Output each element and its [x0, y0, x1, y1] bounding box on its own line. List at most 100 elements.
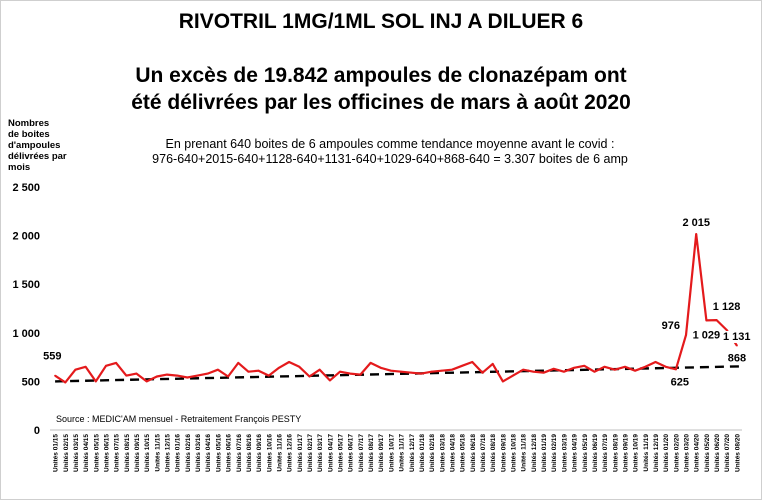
x-tick-label: Unités 09/17 [378, 434, 385, 472]
x-tick-label: Unités 11/18 [521, 434, 528, 472]
x-tick-label: Unités 08/18 [490, 434, 497, 472]
x-tick-label: Unités 10/18 [511, 434, 518, 472]
data-point [542, 371, 545, 374]
y-tick-label: 0 [34, 425, 40, 437]
x-tick-label: Unités 01/15 [53, 434, 60, 472]
data-point [94, 380, 97, 383]
data-point [461, 364, 464, 367]
x-tick-label: Unités 12/17 [409, 434, 416, 472]
y-tick-label: 500 [22, 376, 40, 388]
data-label-background [669, 376, 691, 389]
data-point [186, 376, 189, 379]
data-point [196, 374, 199, 377]
x-tick-label: Unités 09/15 [134, 434, 141, 472]
x-tick-label: Unités 08/15 [124, 434, 131, 472]
data-point [674, 368, 677, 371]
series-line [54, 233, 738, 384]
data-point [593, 370, 596, 373]
data-point [115, 362, 118, 364]
data-point [74, 368, 77, 371]
data-point [654, 361, 657, 363]
calculation-note-line-1: En prenant 640 boites de 6 ampoules comm… [165, 137, 615, 151]
x-tick-label: Unités 10/17 [388, 434, 395, 472]
x-tick-label: Unités 06/17 [348, 434, 355, 472]
data-point [736, 344, 738, 347]
x-tick-label: Unités 07/20 [724, 434, 731, 472]
data-point [440, 369, 443, 372]
x-tick-label: Unités 03/17 [317, 434, 324, 472]
data-label-background [711, 301, 742, 314]
data-point [54, 374, 56, 377]
data-point [227, 375, 229, 378]
x-tick-label: Unités 12/18 [531, 434, 538, 472]
data-point [359, 373, 362, 376]
x-tick-label: Unités 11/19 [643, 434, 650, 472]
data-label: 976 [662, 320, 680, 332]
data-point [410, 371, 413, 374]
x-tick-label: Unités 05/18 [460, 434, 467, 472]
x-tick-label: Unités 06/18 [470, 434, 477, 472]
x-tick-label: Unités 02/20 [673, 434, 680, 472]
x-tick-label: Unités 04/16 [205, 434, 212, 472]
x-tick-label: Unités 07/18 [480, 434, 487, 472]
data-point [664, 365, 667, 368]
data-label: 868 [728, 353, 746, 365]
data-point [145, 380, 148, 383]
chart-subtitle-line-1: Un excès de 19.842 ampoules de clonazépa… [135, 64, 627, 87]
data-point [624, 365, 626, 368]
y-tick-label: 1 000 [12, 328, 40, 340]
x-tick-label: Unités 07/17 [358, 434, 365, 472]
data-point [390, 369, 392, 372]
data-point [705, 319, 708, 322]
x-tick-label: Unités 08/19 [612, 434, 619, 472]
data-label-background [721, 330, 752, 343]
data-point [135, 372, 138, 375]
data-label: 625 [671, 376, 689, 388]
data-point [308, 375, 311, 378]
chart-title: RIVOTRIL 1MG/1ML SOL INJ A DILUER 6 [178, 10, 584, 33]
x-tick-label: Unités 04/15 [83, 434, 90, 472]
x-tick-label: Unités 01/20 [663, 434, 670, 472]
x-tick-label: Unités 05/20 [704, 434, 711, 472]
data-point [84, 365, 87, 368]
y-axis-label-line: délivrées par [8, 151, 67, 162]
data-label-background [691, 329, 722, 342]
x-tick-label: Unités 06/20 [714, 434, 721, 472]
x-tick-label: Unités 02/19 [551, 434, 558, 472]
x-tick-label: Unités 12/19 [653, 434, 660, 472]
x-tick-label: Unités 03/20 [684, 434, 691, 472]
x-tick-label: Unités 09/19 [622, 434, 629, 472]
x-tick-label: Unités 04/17 [327, 434, 334, 472]
data-point [725, 329, 728, 331]
x-tick-label: Unités 06/15 [103, 434, 110, 472]
data-point [166, 373, 168, 376]
data-point [471, 361, 474, 363]
x-tick-label: Unités 02/18 [429, 434, 436, 472]
data-point [267, 374, 270, 377]
data-point [522, 368, 525, 371]
data-point [206, 372, 209, 375]
data-point [105, 364, 107, 367]
x-tick-label: Unités 07/19 [602, 434, 609, 472]
data-label: 1 131 [723, 331, 751, 343]
y-tick-label: 2 000 [12, 231, 40, 243]
data-label: 1 029 [693, 329, 721, 341]
y-axis-label: Nombres de boites d'ampoules délivrées p… [8, 118, 108, 173]
data-point [155, 375, 158, 378]
x-tick-label: Unités 08/20 [734, 434, 741, 472]
data-point [512, 374, 514, 377]
data-point [685, 334, 687, 337]
x-tick-label: Unités 07/16 [236, 434, 243, 472]
data-point [379, 366, 382, 369]
x-tick-label: Unités 09/16 [256, 434, 263, 472]
x-tick-label: Unités 11/17 [399, 434, 406, 472]
x-tick-label: Unités 04/18 [449, 434, 456, 472]
calculation-note-line-2: 976-640+2015-640+1128-640+1131-640+1029-… [152, 152, 628, 166]
data-point [603, 365, 606, 368]
data-point [328, 379, 331, 382]
data-point [125, 374, 128, 377]
data-point [634, 369, 637, 372]
data-label: 1 128 [713, 301, 741, 313]
data-label-background [660, 320, 682, 333]
x-tick-label: Unités 03/15 [73, 434, 80, 472]
